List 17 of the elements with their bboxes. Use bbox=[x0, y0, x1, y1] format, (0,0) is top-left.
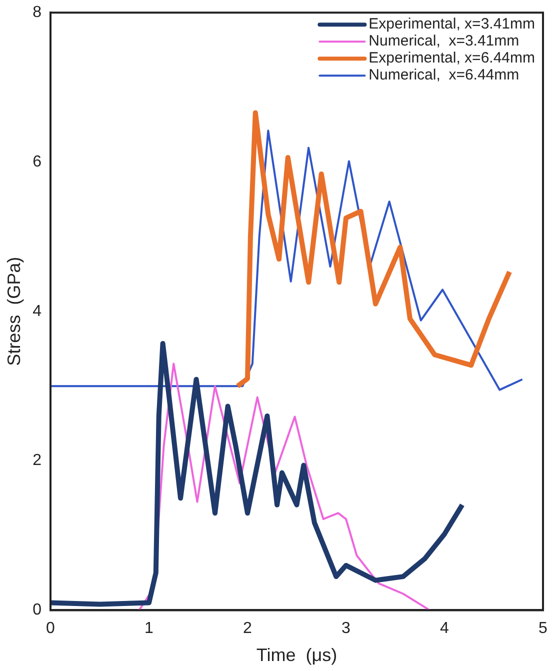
legend-label: Numerical, x=3.41mm bbox=[368, 32, 520, 50]
x-tick-label: 4 bbox=[440, 620, 450, 638]
y-tick-label: 6 bbox=[32, 153, 42, 170]
x-axis-title: Time (μs) bbox=[256, 645, 338, 666]
y-axis-title: Stress (GPa) bbox=[4, 256, 24, 366]
x-tick-label: 2 bbox=[243, 620, 252, 638]
y-tick-label: 8 bbox=[32, 4, 42, 22]
x-tick-label: 5 bbox=[538, 620, 548, 638]
legend-label: Experimental, x=6.44mm bbox=[368, 50, 536, 67]
y-tick-label: 4 bbox=[32, 302, 42, 320]
x-tick-label: 1 bbox=[144, 620, 154, 638]
legend-label: Experimental, x=3.41mm bbox=[368, 16, 536, 33]
y-tick-label: 0 bbox=[32, 602, 42, 619]
x-tick-label: 3 bbox=[342, 620, 351, 638]
y-tick-label: 2 bbox=[32, 452, 42, 470]
legend-label: Numerical, x=6.44mm bbox=[368, 66, 520, 84]
x-tick-label: 0 bbox=[46, 620, 56, 638]
